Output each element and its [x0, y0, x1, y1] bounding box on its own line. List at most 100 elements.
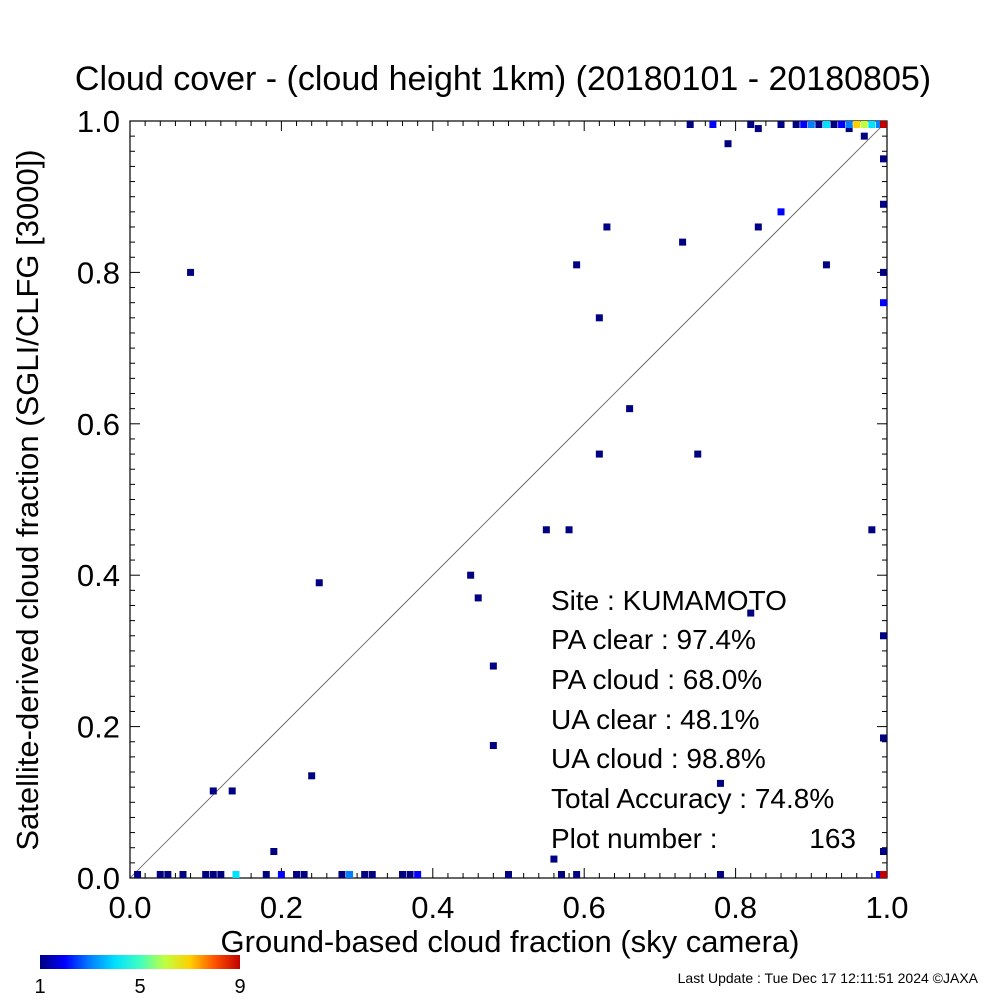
data-point [346, 871, 354, 878]
data-point [880, 200, 887, 208]
data-point [293, 871, 301, 878]
data-point [754, 125, 762, 133]
data-point [232, 871, 240, 878]
data-point [777, 121, 785, 128]
data-point [270, 848, 278, 856]
x-tick-label: 1.0 [865, 890, 908, 925]
data-point [724, 140, 732, 148]
data-point [777, 208, 785, 216]
data-point [187, 268, 195, 276]
y-tick-label: 0.2 [77, 710, 120, 745]
data-point [595, 450, 603, 458]
data-point [880, 871, 887, 878]
data-point [368, 871, 376, 878]
data-point [709, 121, 717, 128]
data-point [156, 871, 164, 878]
data-point [474, 594, 482, 602]
chart-title: Cloud cover - (cloud height 1km) (201801… [75, 60, 931, 98]
data-point [179, 871, 187, 878]
x-axis-label: Ground-based cloud fraction (sky camera) [221, 924, 800, 959]
y-axis-label: Satellite-derived cloud fraction (SGLI/C… [10, 149, 45, 850]
x-tick-label: 0.8 [714, 890, 757, 925]
data-point [315, 579, 323, 587]
stat-pa-cloud: PA cloud : 68.0% [551, 664, 762, 695]
data-point [217, 871, 225, 878]
data-point [716, 779, 724, 787]
one-to-one-line [129, 120, 888, 879]
data-point [406, 871, 414, 878]
data-point [467, 571, 475, 579]
footer-update-text: Last Update : Tue Dec 17 12:11:51 2024 ©… [678, 970, 979, 986]
y-tick-label: 0.8 [77, 255, 120, 290]
data-point [838, 121, 846, 128]
data-point [361, 871, 369, 878]
stat-ua-clear: UA clear : 48.1% [551, 704, 760, 735]
stat-site: Site : KUMAMOTO [551, 585, 787, 616]
data-point [686, 121, 694, 128]
data-point [573, 871, 581, 878]
data-point [880, 155, 887, 163]
data-point [277, 871, 285, 878]
data-point [880, 632, 887, 640]
data-point [209, 787, 217, 795]
data-point [134, 871, 142, 878]
x-tick-label: 0.2 [260, 890, 303, 925]
data-point [800, 121, 808, 128]
y-tick-label: 0.6 [77, 407, 120, 442]
plot-axes: 0.0 0.2 0.4 0.6 0.8 1.0 0.0 0.2 0.4 0.6 0.8 1.0 [77, 104, 909, 925]
data-point [565, 526, 573, 534]
data-point [399, 871, 407, 878]
stat-plot-number-value: 163 [809, 823, 856, 854]
data-point [747, 121, 755, 128]
data-point [414, 871, 422, 878]
data-point [860, 121, 868, 128]
data-point [875, 121, 883, 128]
y-tick-label: 0.0 [77, 861, 120, 896]
data-point [754, 223, 762, 231]
data-point [822, 261, 830, 269]
data-point [338, 871, 346, 878]
data-point [845, 121, 853, 128]
colorbar-max-label: 9 [234, 976, 245, 998]
stat-pa-clear: PA clear : 97.4% [551, 624, 756, 655]
data-point [550, 855, 558, 863]
data-point [505, 871, 512, 878]
data-point [308, 772, 316, 780]
data-point [880, 848, 887, 856]
colorbar-mid-label: 5 [134, 976, 145, 998]
data-point [489, 662, 497, 670]
data-point [694, 450, 702, 458]
colorbar-gradient [40, 955, 240, 969]
stat-total-accuracy: Total Accuracy : 74.8% [551, 783, 834, 814]
data-point [747, 609, 755, 617]
data-point [626, 405, 634, 413]
x-tick-label: 0.0 [108, 890, 151, 925]
y-tick-label: 0.4 [77, 558, 120, 593]
stats-panel: Site : KUMAMOTO PA clear : 97.4% PA clou… [551, 585, 856, 854]
data-point [822, 121, 830, 128]
data-point [595, 314, 603, 322]
data-point [489, 742, 497, 750]
data-point [300, 871, 308, 878]
data-point [262, 871, 270, 878]
data-point [868, 526, 876, 534]
data-point [880, 268, 887, 276]
x-tick-label: 0.6 [563, 890, 606, 925]
data-point [716, 871, 724, 878]
colorbar-min-label: 1 [34, 976, 45, 998]
data-point [880, 734, 887, 742]
x-tick-label: 0.4 [411, 890, 454, 925]
data-point [868, 121, 876, 128]
data-point [209, 871, 217, 878]
data-point [830, 121, 838, 128]
data-point [557, 871, 565, 878]
data-point [603, 223, 611, 231]
data-point [807, 121, 815, 128]
data-point [875, 871, 883, 878]
data-point [164, 871, 172, 878]
data-point [845, 125, 853, 133]
colorbar: 1 5 9 [34, 955, 246, 998]
data-point [542, 526, 550, 534]
data-point [679, 238, 687, 246]
